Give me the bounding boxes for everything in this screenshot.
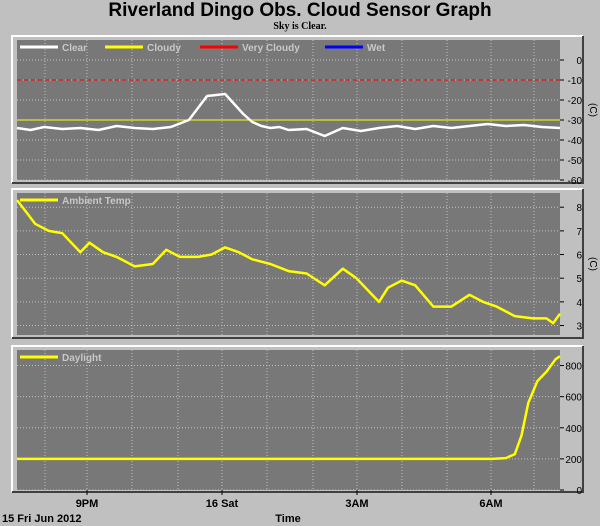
legend-label: Wet: [367, 43, 386, 54]
y-tick-label: 400: [565, 424, 582, 435]
legend-label: Very Cloudy: [242, 43, 300, 54]
y-tick-label: -30: [568, 116, 583, 127]
y-tick-label: 8: [576, 203, 582, 214]
series-line: [17, 355, 561, 461]
y-tick-label: 4: [576, 298, 582, 309]
y-tick-label: -60: [568, 176, 583, 187]
x-tick-label: 6AM: [479, 498, 502, 510]
page-subtitle: Sky is Clear.: [273, 21, 327, 32]
y-axis-label: (C): [587, 103, 598, 117]
x-tick-label: 16 Sat: [206, 498, 239, 510]
y-tick-label: 0: [576, 486, 582, 497]
legend-label: Daylight: [62, 353, 102, 364]
panel-bevel-dark: [12, 346, 584, 493]
plot-area: [17, 40, 560, 180]
x-axis-label: Time: [275, 513, 300, 525]
legend-label: Ambient Temp: [62, 196, 131, 207]
y-tick-label: 5: [576, 274, 582, 285]
y-tick-label: 0: [576, 56, 582, 67]
series-line: [16, 199, 562, 325]
y-tick-label: -40: [568, 136, 583, 147]
legend-label: Clear: [62, 43, 87, 54]
y-axis-label: (C): [587, 257, 598, 271]
chart-panel-2: 8 7 6 5 4 3 (C) Ambient Temp: [11, 188, 598, 339]
panel-bevel-light: [11, 35, 583, 183]
y-tick-label: -10: [568, 76, 583, 87]
plot-area: [17, 193, 560, 335]
panel-bevel-dark: [12, 36, 584, 184]
x-tick-label: 3AM: [345, 498, 368, 510]
series-line: [16, 92, 561, 138]
panel-bevel-dark: [12, 189, 584, 339]
y-tick-label: 800: [565, 362, 582, 373]
legend-label: Cloudy: [147, 43, 181, 54]
y-tick-label: 6: [576, 251, 582, 262]
chart-panel-1: 0 -10 -20 -30 -40 -50 -60 (C) Clear Cloudy Very Cl…: [11, 35, 598, 187]
y-tick-label: 600: [565, 393, 582, 404]
panel-bevel-light: [11, 188, 583, 338]
y-tick-label: 3: [576, 322, 582, 333]
plot-area: [17, 350, 560, 490]
page-title: Riverland Dingo Obs. Cloud Sensor Graph: [108, 0, 492, 21]
y-tick-label: 200: [565, 455, 582, 466]
panel-bevel-light: [11, 345, 583, 492]
y-tick-label: 7: [576, 227, 582, 238]
date-label: 15 Fri Jun 2012: [2, 513, 82, 525]
x-tick-label: 9PM: [76, 498, 99, 510]
y-tick-label: -50: [568, 156, 583, 167]
chart-panel-3: 800 600 400 200 0 Daylight: [11, 345, 584, 497]
y-tick-label: -20: [568, 96, 583, 107]
